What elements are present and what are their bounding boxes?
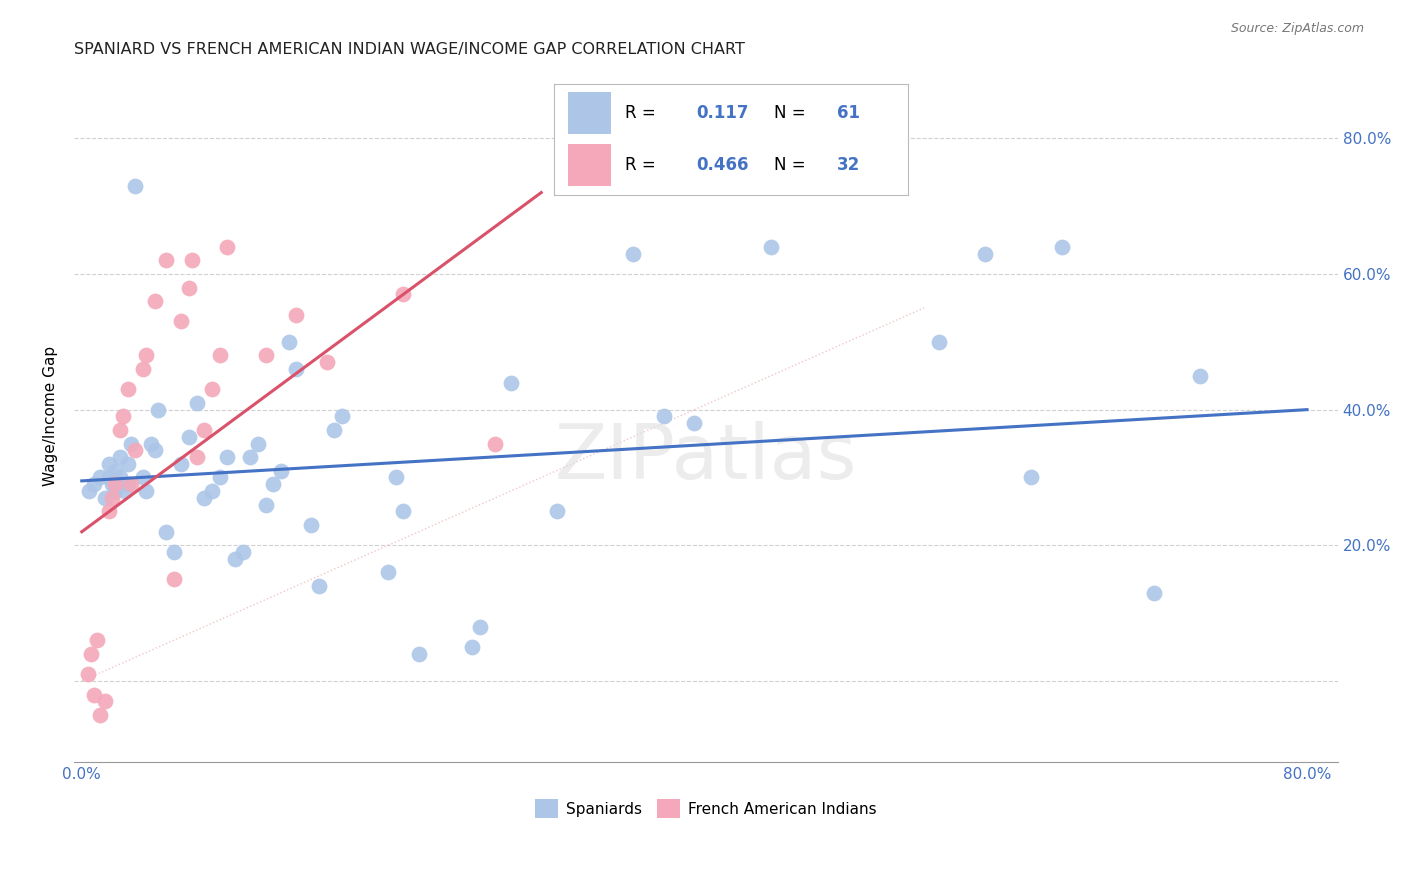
Point bbox=[120, 477, 142, 491]
Text: Source: ZipAtlas.com: Source: ZipAtlas.com bbox=[1230, 22, 1364, 36]
Point bbox=[124, 443, 146, 458]
Point bbox=[181, 253, 204, 268]
Point bbox=[224, 552, 246, 566]
Point bbox=[170, 314, 193, 328]
Point bbox=[120, 436, 142, 450]
Point bbox=[186, 450, 208, 464]
Point bbox=[239, 450, 262, 464]
Point bbox=[461, 640, 484, 654]
Point bbox=[201, 484, 224, 499]
Point bbox=[201, 382, 224, 396]
Point bbox=[132, 470, 155, 484]
Text: ZIPatlas: ZIPatlas bbox=[555, 421, 858, 495]
Point bbox=[135, 484, 157, 499]
Point bbox=[104, 477, 127, 491]
Point bbox=[112, 409, 135, 424]
Point bbox=[117, 477, 139, 491]
Point bbox=[132, 362, 155, 376]
Point bbox=[108, 450, 131, 464]
Point bbox=[208, 470, 231, 484]
Point bbox=[139, 436, 162, 450]
Point bbox=[77, 667, 100, 681]
Point bbox=[83, 477, 105, 491]
Point bbox=[285, 362, 308, 376]
Point bbox=[1021, 470, 1043, 484]
Point bbox=[217, 450, 239, 464]
Point bbox=[315, 355, 337, 369]
Point bbox=[108, 470, 131, 484]
Point bbox=[143, 443, 166, 458]
Point bbox=[80, 647, 103, 661]
Point bbox=[163, 545, 186, 559]
Point bbox=[254, 348, 277, 362]
Point bbox=[117, 382, 139, 396]
Point bbox=[621, 246, 644, 260]
Point bbox=[217, 240, 239, 254]
Point bbox=[232, 545, 254, 559]
Point bbox=[208, 348, 231, 362]
Point bbox=[193, 423, 215, 437]
Point bbox=[246, 436, 269, 450]
Point bbox=[101, 477, 124, 491]
Point bbox=[277, 334, 299, 349]
Point bbox=[392, 287, 415, 301]
Point bbox=[1050, 240, 1073, 254]
Point bbox=[177, 430, 200, 444]
Point bbox=[193, 491, 215, 505]
Point bbox=[254, 498, 277, 512]
Point bbox=[114, 484, 136, 499]
Point bbox=[155, 253, 177, 268]
Point bbox=[98, 470, 121, 484]
Point bbox=[484, 436, 506, 450]
Point bbox=[683, 416, 706, 430]
Point bbox=[546, 504, 568, 518]
Point bbox=[135, 348, 157, 362]
Point bbox=[1143, 586, 1166, 600]
Point bbox=[89, 470, 111, 484]
Point bbox=[177, 280, 200, 294]
Point bbox=[163, 572, 186, 586]
Point bbox=[124, 178, 146, 193]
Point bbox=[148, 402, 170, 417]
Point bbox=[468, 620, 491, 634]
Point bbox=[98, 457, 121, 471]
Point bbox=[83, 688, 105, 702]
Point bbox=[104, 464, 127, 478]
Point bbox=[143, 294, 166, 309]
Point bbox=[117, 457, 139, 471]
Point bbox=[759, 240, 782, 254]
Point bbox=[285, 308, 308, 322]
Point bbox=[108, 423, 131, 437]
Point bbox=[101, 491, 124, 505]
Point bbox=[330, 409, 353, 424]
Point bbox=[270, 464, 292, 478]
Point bbox=[323, 423, 346, 437]
Point bbox=[499, 376, 522, 390]
Point bbox=[262, 477, 284, 491]
Point bbox=[93, 694, 115, 708]
Point bbox=[392, 504, 415, 518]
Y-axis label: Wage/Income Gap: Wage/Income Gap bbox=[44, 346, 58, 486]
Point bbox=[186, 396, 208, 410]
Point bbox=[89, 708, 111, 723]
Point bbox=[86, 633, 108, 648]
Point bbox=[301, 518, 323, 533]
Point bbox=[155, 524, 177, 539]
Text: SPANIARD VS FRENCH AMERICAN INDIAN WAGE/INCOME GAP CORRELATION CHART: SPANIARD VS FRENCH AMERICAN INDIAN WAGE/… bbox=[75, 42, 745, 57]
Point bbox=[308, 579, 330, 593]
Point bbox=[170, 457, 193, 471]
Point bbox=[98, 504, 121, 518]
Point bbox=[377, 566, 399, 580]
Point bbox=[652, 409, 675, 424]
Point bbox=[384, 470, 406, 484]
Point bbox=[104, 484, 127, 499]
Point bbox=[408, 647, 430, 661]
Point bbox=[93, 491, 115, 505]
Point bbox=[79, 484, 101, 499]
Point bbox=[1188, 368, 1211, 383]
Point bbox=[974, 246, 997, 260]
Point bbox=[928, 334, 950, 349]
Legend: Spaniards, French American Indians: Spaniards, French American Indians bbox=[529, 793, 883, 824]
